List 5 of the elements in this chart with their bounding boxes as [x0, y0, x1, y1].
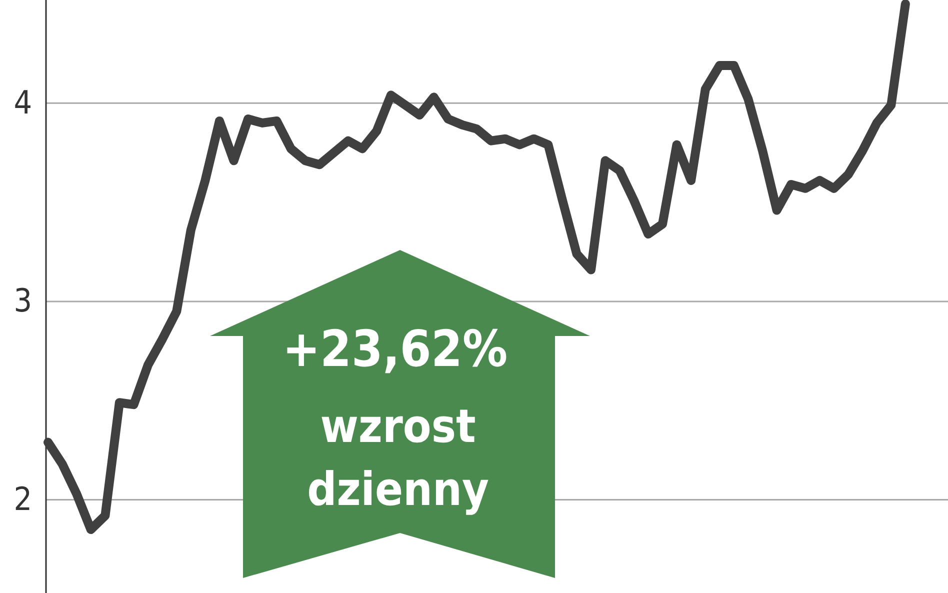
annotation: wzrost dzienny — [307, 399, 489, 516]
y-tick-label: 3 — [14, 282, 32, 320]
annotation: +23,62% — [282, 320, 508, 378]
y-tick-label: 2 — [14, 480, 32, 518]
y-tick-label: 4 — [14, 83, 32, 122]
